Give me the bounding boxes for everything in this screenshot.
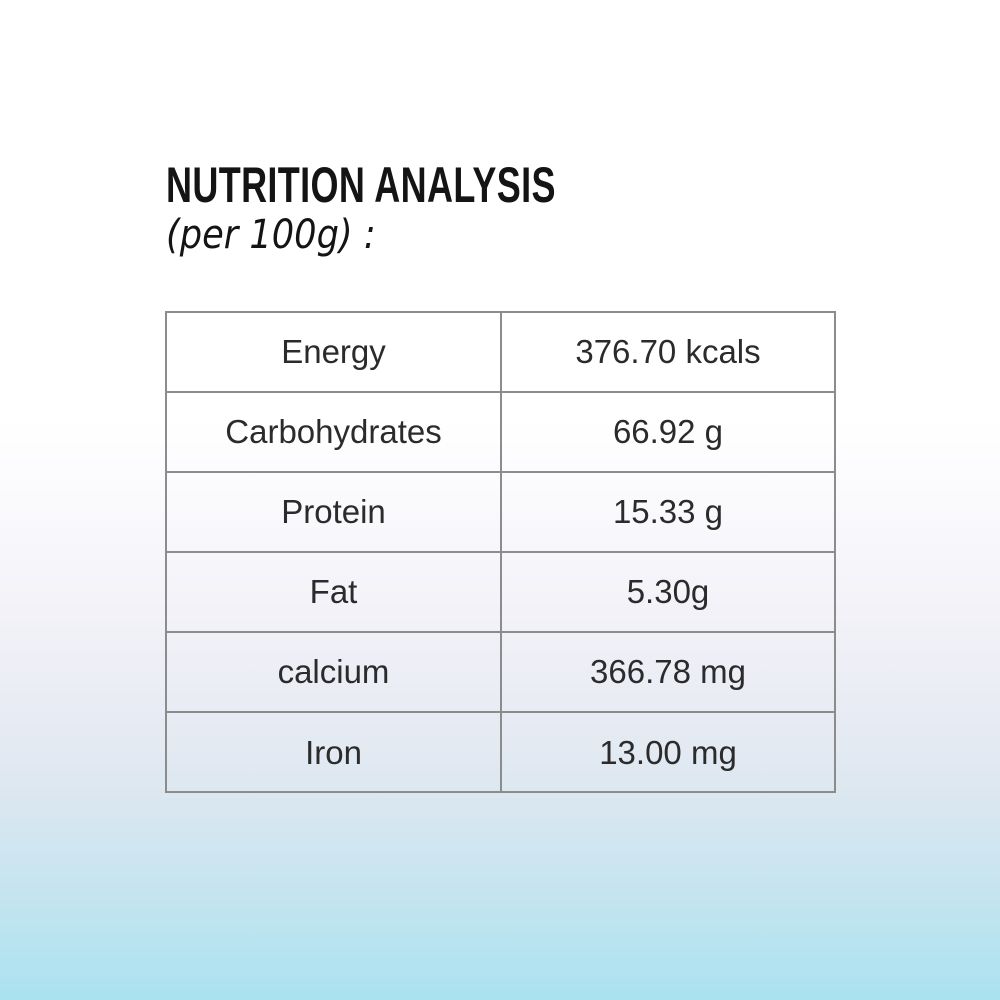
nutrient-name-cell: calcium (167, 633, 502, 713)
page-subtitle: (per 100g) : (166, 212, 376, 258)
nutrient-value-cell: 13.00 mg (599, 734, 737, 771)
nutrient-value-cell: 366.78 mg (502, 633, 834, 713)
nutrient-name-cell: Iron (167, 713, 502, 793)
nutrient-value-cell: 5.30g (502, 553, 834, 633)
nutrition-table: Energy 376.70 kcals Carbohydrates 66.92 … (165, 311, 836, 793)
page-title: NUTRITION ANALYSIS (166, 157, 556, 213)
nutrient-name-cell: Protein (167, 473, 502, 553)
nutrient-value-cell: 66.92 g (502, 393, 834, 473)
nutrient-value-cell: 376.70 kcals (502, 313, 834, 393)
nutrient-value-cell: 15.33 g (502, 473, 834, 553)
nutrient-name-cell: Carbohydrates (167, 393, 502, 473)
nutrient-name-cell: Fat (167, 553, 502, 633)
nutrient-name-cell: Energy (167, 313, 502, 393)
header: NUTRITION ANALYSIS (per 100g) : (166, 160, 707, 258)
